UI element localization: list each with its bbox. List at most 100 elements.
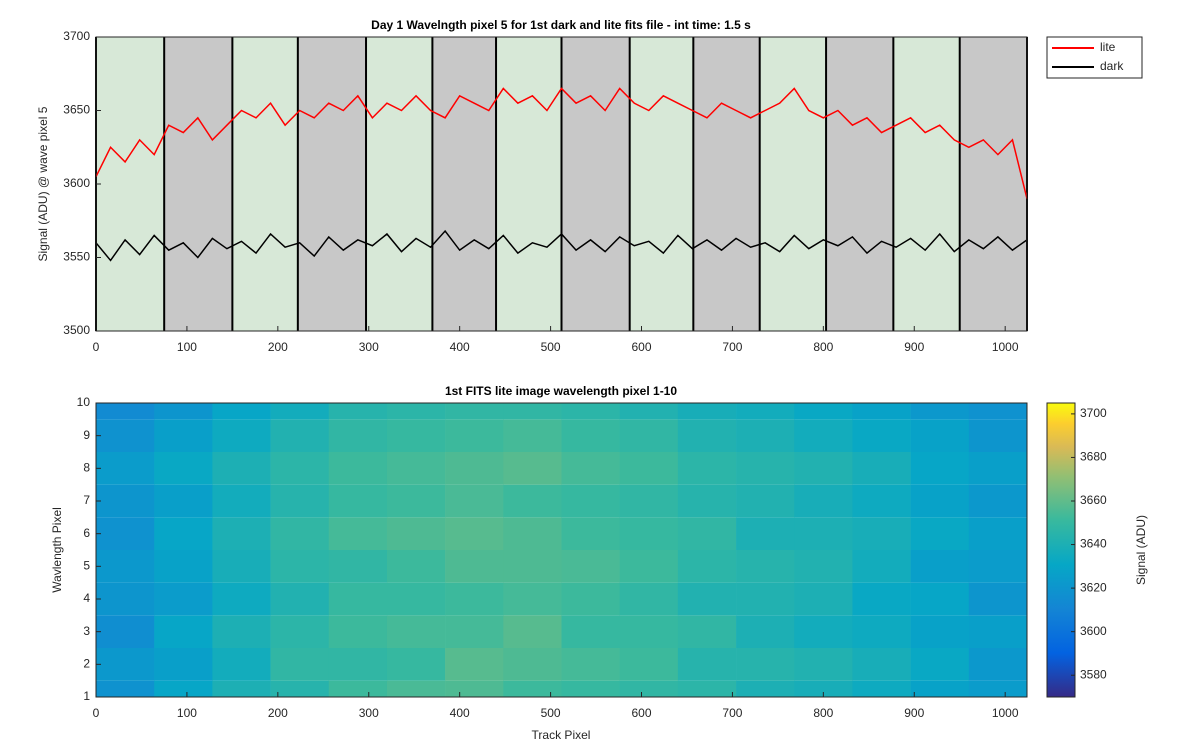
chart-title: 1st FITS lite image wavelength pixel 1-1… bbox=[445, 384, 677, 398]
heat-cell bbox=[736, 615, 795, 648]
x-tick-label: 500 bbox=[541, 340, 561, 354]
heat-cell bbox=[212, 419, 271, 452]
colorbar-label: Signal (ADU) bbox=[1134, 515, 1148, 585]
heat-cell bbox=[561, 484, 620, 518]
heat-cell bbox=[677, 615, 737, 648]
shaded-band bbox=[366, 37, 433, 331]
heat-cell bbox=[503, 680, 562, 697]
x-tick-label: 900 bbox=[904, 706, 924, 720]
heat-cell bbox=[386, 452, 446, 485]
heat-cell bbox=[910, 615, 970, 648]
heat-cell bbox=[270, 550, 330, 583]
heat-cell bbox=[910, 419, 970, 452]
heat-cell bbox=[852, 419, 911, 452]
heat-cell bbox=[445, 648, 504, 681]
heat-cell bbox=[270, 517, 330, 550]
shaded-band bbox=[232, 37, 298, 331]
heat-cell bbox=[852, 517, 911, 550]
shaded-band bbox=[164, 37, 233, 331]
y-axis-label: Wavlength Pixel bbox=[50, 507, 64, 593]
heat-cell bbox=[561, 680, 620, 697]
x-tick-label: 1000 bbox=[992, 340, 1019, 354]
heat-cell bbox=[852, 484, 911, 518]
heat-cell bbox=[968, 484, 1028, 518]
heat-cell bbox=[794, 680, 853, 697]
heat-cell bbox=[910, 582, 970, 616]
heat-cell bbox=[619, 452, 679, 485]
heat-cell bbox=[212, 517, 271, 550]
heat-cell bbox=[619, 582, 679, 616]
heat-cell bbox=[386, 484, 446, 518]
heat-cell bbox=[794, 517, 853, 550]
heat-cell bbox=[561, 517, 620, 550]
heat-cell bbox=[154, 615, 213, 648]
heat-cell bbox=[386, 680, 446, 697]
y-tick-label: 7 bbox=[83, 493, 90, 507]
heat-cell bbox=[794, 452, 853, 485]
heat-cell bbox=[968, 550, 1028, 583]
y-tick-label: 1 bbox=[83, 689, 90, 703]
heat-cell bbox=[212, 550, 271, 583]
colorbar-tick-label: 3680 bbox=[1080, 450, 1107, 464]
heat-cell bbox=[270, 615, 330, 648]
heat-cell bbox=[386, 582, 446, 616]
heat-cell bbox=[386, 403, 446, 420]
heat-cell bbox=[328, 550, 388, 583]
heat-cell bbox=[270, 582, 330, 616]
heat-cell bbox=[677, 403, 737, 420]
x-tick-label: 200 bbox=[268, 706, 288, 720]
heat-cell bbox=[96, 452, 155, 485]
shaded-band bbox=[826, 37, 894, 331]
colorbar-tick-label: 3640 bbox=[1080, 537, 1107, 551]
heat-cell bbox=[212, 452, 271, 485]
heat-cell bbox=[270, 648, 330, 681]
y-tick-label: 3550 bbox=[63, 250, 90, 264]
heat-cell bbox=[96, 680, 155, 697]
y-tick-label: 5 bbox=[83, 559, 90, 573]
heat-cell bbox=[561, 419, 620, 452]
heat-cell bbox=[910, 680, 970, 697]
heat-cell bbox=[677, 648, 737, 681]
heat-cell bbox=[794, 419, 853, 452]
heat-cell bbox=[386, 550, 446, 583]
heat-cell bbox=[386, 419, 446, 452]
heat-cell bbox=[677, 452, 737, 485]
x-tick-label: 800 bbox=[813, 706, 833, 720]
heat-cell bbox=[910, 452, 970, 485]
heat-cell bbox=[328, 452, 388, 485]
shaded-band bbox=[693, 37, 760, 331]
heat-cell bbox=[328, 517, 388, 550]
heat-cell bbox=[212, 484, 271, 518]
axes-frame bbox=[95, 402, 1028, 698]
x-tick-label: 100 bbox=[177, 706, 197, 720]
y-axis-label: Signal (ADU) @ wave pixel 5 bbox=[36, 106, 50, 261]
x-tick-label: 600 bbox=[631, 706, 651, 720]
heat-cell bbox=[852, 403, 911, 420]
y-tick-label: 10 bbox=[77, 395, 91, 409]
heat-cell bbox=[677, 582, 737, 616]
x-tick-label: 300 bbox=[359, 340, 379, 354]
heat-cell bbox=[96, 403, 155, 420]
heat-cell bbox=[212, 615, 271, 648]
heat-cell bbox=[910, 403, 970, 420]
heat-cell bbox=[677, 419, 737, 452]
shaded-band bbox=[496, 37, 562, 331]
heat-cell bbox=[910, 648, 970, 681]
x-tick-label: 0 bbox=[93, 340, 100, 354]
heat-cell bbox=[386, 615, 446, 648]
heat-cell bbox=[736, 517, 795, 550]
heat-cell bbox=[270, 403, 330, 420]
heat-cell bbox=[96, 582, 155, 616]
heat-cell bbox=[852, 648, 911, 681]
shaded-band bbox=[432, 37, 497, 331]
heat-cell bbox=[736, 582, 795, 616]
heat-cell bbox=[910, 517, 970, 550]
shaded-band bbox=[893, 37, 960, 331]
x-tick-label: 400 bbox=[450, 706, 470, 720]
shaded-band bbox=[759, 37, 827, 331]
heat-cell bbox=[561, 403, 620, 420]
heat-cell bbox=[96, 550, 155, 583]
colorbar-tick-label: 3700 bbox=[1080, 406, 1107, 420]
heat-cell bbox=[96, 648, 155, 681]
y-tick-label: 2 bbox=[83, 657, 90, 671]
